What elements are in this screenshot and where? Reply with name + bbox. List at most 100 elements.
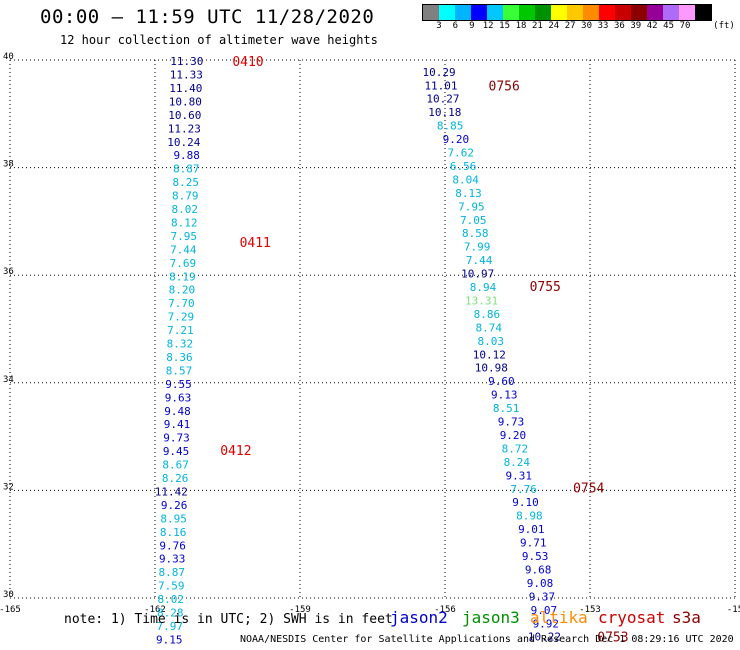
wave-height-value: 8.86 [474, 308, 501, 321]
wave-height-value: 7.59 [158, 580, 185, 593]
wave-height-value: 9.73 [163, 432, 190, 445]
wave-height-value: 7.76 [510, 483, 537, 496]
wave-height-value: 8.51 [493, 402, 520, 415]
satellite-jason2: jason2 [390, 608, 448, 627]
time-label: 0756 [489, 79, 520, 94]
wave-height-value: 9.26 [161, 499, 188, 512]
satellite-altika: altika [530, 608, 588, 627]
legend-swatch [615, 5, 631, 20]
wave-height-value: 11.33 [170, 69, 203, 82]
wave-height-value: 9.73 [498, 416, 525, 429]
wave-height-value: 7.05 [460, 214, 487, 227]
credit-line: NOAA/NESDIS Center for Satellite Applica… [240, 634, 734, 645]
wave-height-value: 9.13 [491, 389, 518, 402]
wave-height-value: 8.87 [158, 566, 185, 579]
legend-label: 70 [679, 21, 691, 31]
wave-height-value: 7.21 [167, 324, 194, 337]
legend-label: 27 [564, 21, 576, 31]
legend-swatch [631, 5, 647, 20]
wave-height-value: 8.26 [162, 472, 189, 485]
wave-height-value: 7.44 [466, 254, 493, 267]
legend-label: 36 [613, 21, 625, 31]
legend-label: 33 [597, 21, 609, 31]
satellite-s3a: s3a [672, 608, 701, 627]
wave-height-value: 10.24 [167, 136, 200, 149]
wave-height-value: 7.97 [157, 620, 184, 633]
chart-title: 00:00 — 11:59 UTC 11/28/2020 [40, 6, 375, 28]
wave-height-value: 9.10 [512, 496, 539, 509]
color-scale-legend [422, 4, 712, 21]
wave-height-value: 7.95 [458, 200, 485, 213]
legend-swatch [647, 5, 663, 20]
legend-label: 15 [499, 21, 511, 31]
wave-height-value: 9.01 [518, 523, 545, 536]
wave-height-value: 10.22 [528, 631, 561, 644]
x-tick-label: -159 [289, 605, 311, 615]
legend-swatch [551, 5, 567, 20]
legend-label: 45 [663, 21, 675, 31]
legend-swatch [695, 5, 711, 20]
footer-note: note: 1) Time is in UTC; 2) SWH is in fe… [64, 612, 393, 627]
legend-swatch [599, 5, 615, 20]
y-tick-label: 40 [3, 52, 14, 62]
legend-swatch [487, 5, 503, 20]
wave-height-value: 9.76 [159, 539, 186, 552]
wave-height-value: 8.36 [166, 351, 193, 364]
legend-swatch [423, 5, 439, 20]
wave-height-value: 8.25 [172, 176, 199, 189]
wave-height-value: 9.63 [165, 391, 192, 404]
time-label: 0412 [220, 444, 251, 459]
legend-swatch [503, 5, 519, 20]
wave-height-value: 8.28 [157, 607, 184, 620]
wave-height-value: 7.62 [448, 147, 475, 160]
wave-height-value: 10.80 [169, 95, 202, 108]
wave-height-value: 7.44 [170, 243, 197, 256]
time-label: 0754 [573, 482, 604, 497]
wave-height-value: 8.98 [516, 510, 543, 523]
wave-height-value: 9.08 [527, 577, 554, 590]
wave-height-value: 9.20 [500, 429, 527, 442]
wave-height-value: 10.29 [423, 66, 456, 79]
legend-label: 30 [581, 21, 593, 31]
color-scale-labels: 3 6 9 12 15 18 21 24 27 30 33 36 39 42 45 70 (ft) [422, 21, 740, 35]
wave-height-value: 8.94 [470, 281, 497, 294]
legend-label: 3 [436, 21, 442, 31]
legend-swatch [679, 5, 695, 20]
wave-height-value: 11.23 [168, 122, 201, 135]
wave-height-value: 11.01 [424, 79, 457, 92]
legend-label: 42 [646, 21, 658, 31]
wave-height-value: 8.57 [166, 364, 193, 377]
wave-height-value: 6.56 [450, 160, 477, 173]
wave-height-value: 10.18 [428, 106, 461, 119]
wave-height-value: 9.60 [488, 375, 515, 388]
wave-height-value: 9.15 [156, 633, 183, 646]
satellite-jason3: jason3 [462, 608, 520, 627]
wave-height-value: 9.55 [165, 378, 192, 391]
wave-height-value: 9.88 [173, 149, 200, 162]
wave-height-value: 10.12 [473, 348, 506, 361]
legend-label: 24 [548, 21, 560, 31]
wave-height-value: 8.03 [477, 335, 504, 348]
legend-swatch [663, 5, 679, 20]
legend-label: 39 [630, 21, 642, 31]
wave-height-value: 8.67 [162, 459, 189, 472]
y-tick-label: 36 [3, 267, 14, 277]
wave-height-value: 9.07 [531, 604, 558, 617]
wave-height-value: 8.19 [169, 270, 196, 283]
wave-height-value: 8.87 [173, 163, 200, 176]
wave-height-value: 11.30 [170, 55, 203, 68]
wave-height-value: 9.37 [529, 590, 556, 603]
wave-height-value: 7.95 [171, 230, 198, 243]
wave-height-value: 9.31 [506, 469, 533, 482]
y-tick-label: 30 [3, 590, 14, 600]
wave-height-value: 8.20 [169, 284, 196, 297]
x-tick-label: -162 [144, 605, 166, 615]
wave-height-value: 10.27 [426, 93, 459, 106]
y-tick-label: 34 [3, 375, 14, 385]
wave-height-value: 8.79 [172, 190, 199, 203]
legend-label: 18 [515, 21, 527, 31]
legend-swatch [535, 5, 551, 20]
legend-label: 21 [531, 21, 543, 31]
legend-label: 12 [482, 21, 494, 31]
